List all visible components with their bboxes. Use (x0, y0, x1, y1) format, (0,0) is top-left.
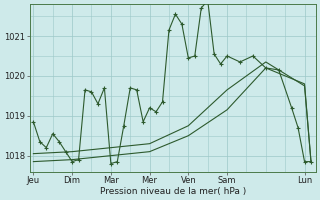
X-axis label: Pression niveau de la mer( hPa ): Pression niveau de la mer( hPa ) (100, 187, 246, 196)
